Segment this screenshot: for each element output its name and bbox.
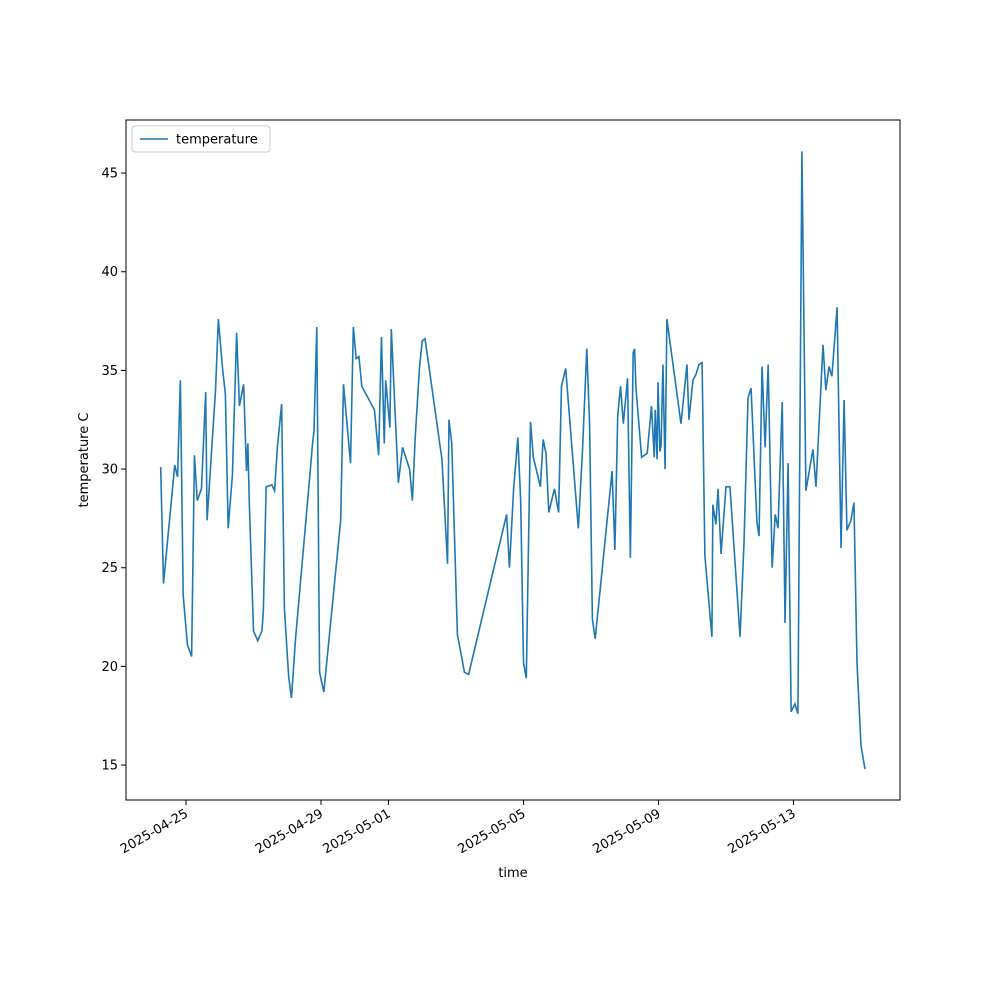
y-tick-label: 20: [101, 660, 118, 675]
y-tick-label: 40: [101, 265, 118, 280]
x-axis-label: time: [498, 866, 527, 881]
plot-frame: [125, 119, 901, 801]
x-tick-label: 2025-05-01: [321, 806, 394, 857]
legend-box: [131, 125, 271, 153]
x-tick-label: 2025-04-29: [253, 806, 326, 857]
y-tick-label: 45: [101, 167, 118, 182]
y-tick-label: 30: [101, 463, 118, 478]
x-tick-label: 2025-05-05: [456, 806, 529, 857]
x-tick-label: 2025-05-09: [591, 806, 664, 857]
legend-label: temperature: [176, 133, 258, 148]
x-tick-label: 2025-04-25: [118, 806, 191, 857]
line-series: [159, 151, 866, 770]
y-tick-label: 25: [101, 561, 118, 576]
y-tick-label: 35: [101, 364, 118, 379]
y-axis-label: temperature C: [77, 413, 92, 508]
x-tick-label: 2025-05-13: [726, 806, 799, 857]
y-tick-label: 15: [101, 759, 118, 774]
